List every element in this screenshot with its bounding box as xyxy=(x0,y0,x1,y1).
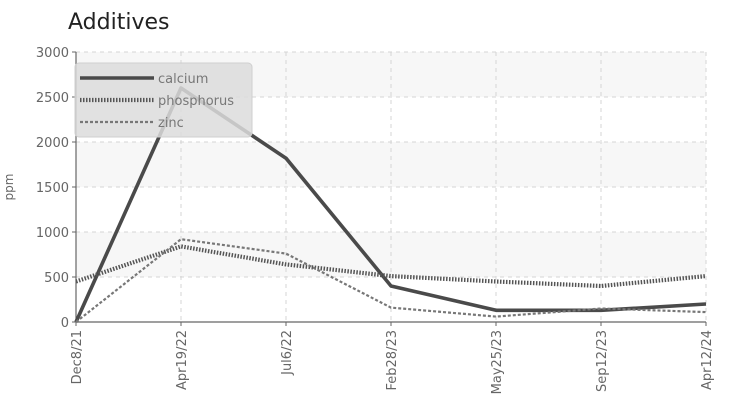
x-tick-label: Apr19/22 xyxy=(175,330,190,390)
series-line-zinc xyxy=(75,238,707,323)
plot-band xyxy=(76,187,706,232)
grid-lines xyxy=(76,51,707,322)
chart-title: Additives xyxy=(68,10,170,35)
legend-label-zinc: zinc xyxy=(158,116,184,131)
x-tick-labels: Dec8/21 Apr19/22 Jul6/22 Feb28/23 May25/23 Se… xyxy=(70,322,715,394)
x-tick-label: Dec8/21 xyxy=(70,330,85,384)
legend-label-calcium: calcium xyxy=(158,72,208,87)
x-tick-label: Sep12/23 xyxy=(595,330,610,392)
y-tick-label: 1500 xyxy=(36,181,69,196)
legend: calcium phosphorus zinc xyxy=(74,62,253,138)
y-tick-label: 2500 xyxy=(36,91,69,106)
x-tick-label: Jul6/22 xyxy=(280,330,295,376)
legend-label-phosphorus: phosphorus xyxy=(158,94,234,109)
y-tick-label: 500 xyxy=(44,271,69,286)
x-tick-label: Feb28/23 xyxy=(385,330,400,390)
y-tick-label: 2000 xyxy=(36,136,69,151)
y-tick-label: 1000 xyxy=(36,226,69,241)
y-tick-label: 3000 xyxy=(36,46,69,61)
legend-box xyxy=(74,62,253,138)
y-tick-labels: 0 500 1000 1500 2000 2500 3000 xyxy=(36,46,76,331)
x-tick-label: May25/23 xyxy=(490,330,505,394)
x-tick-label: Apr12/24 xyxy=(700,330,715,390)
y-axis-label: ppm xyxy=(2,174,16,201)
y-tick-label: 0 xyxy=(61,316,69,331)
